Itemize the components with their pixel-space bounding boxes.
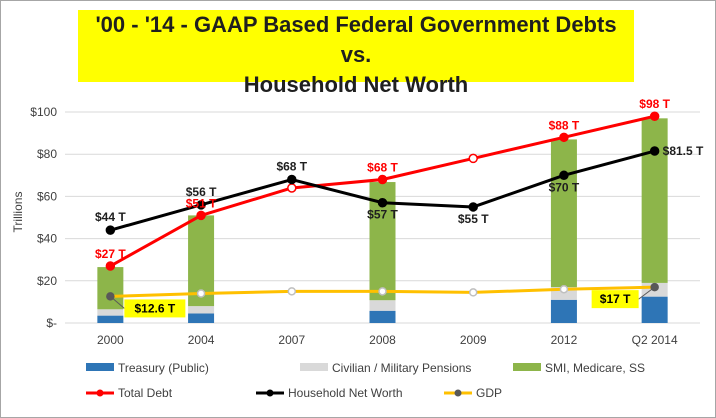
x-tick-label: Q2 2014 [632,333,678,347]
callout-text-0: $12.6 T [135,301,176,315]
legend-label-3: Total Debt [118,386,173,400]
data-label-1-5: $70 T [549,180,580,194]
data-label-1-4: $55 T [458,212,489,226]
series-point-0-5 [559,132,569,143]
series-point-1-0 [105,225,116,235]
bar-0-3 [369,310,396,323]
legend-label-1: Civilian / Military Pensions [332,361,471,375]
bar-2-5 [550,139,577,288]
y-tick-label: $40 [37,232,57,246]
series-point-1-5 [559,170,569,181]
legend-label-2: SMI, Medicare, SS [545,361,645,375]
bar-2-6 [641,118,668,283]
callout-text-1: $17 T [600,292,631,306]
data-label-1-3: $57 T [367,208,398,222]
y-tick-label: $100 [30,105,57,119]
data-label-0-6: $98 T [639,97,670,111]
callout-box-1 [591,290,639,309]
x-axis-ticks: 2000 2004 2007 2008 2009 2012 Q2 2014 [97,333,678,347]
chart-title-line-1: '00 - '14 - GAAP Based Federal Governmen… [95,12,617,67]
legend-label-5: GDP [476,386,502,400]
data-labels: $27 T $51 T $68 T $88 T $98 T $44 T $56 T $68 T… [95,97,704,261]
series-point-0-4 [468,153,478,164]
series-point-2-2 [287,287,297,296]
data-label-0-3: $68 T [367,161,398,175]
series-point-2-4 [468,288,478,297]
data-label-0-0: $27 T [95,247,126,261]
chart-title-line-2: Household Net Worth [243,72,469,97]
series-point-0-3 [377,174,388,185]
legend-label-4: Household Net Worth [288,386,403,400]
line-series [105,111,660,301]
y-tick-label: $60 [37,189,57,203]
y-axis-ticks: $- $20 $40 $60 $80 $100 [30,105,57,330]
series-point-2-3 [378,287,387,296]
y-tick-label: $- [46,316,57,330]
y-tick-label: $80 [37,147,57,161]
data-label-1-1: $56 T [186,185,217,199]
series-point-2-5 [559,284,569,294]
x-tick-label: 2007 [278,333,305,347]
bar-1-0 [97,309,124,316]
x-tick-label: 2004 [188,333,215,347]
legend-label-0: Treasury (Public) [118,361,209,375]
bar-0-0 [97,315,124,323]
y-axis-label: Trillions [11,192,25,233]
callouts: $12.6 T $17 T [110,286,655,318]
bar-0-1 [188,313,215,323]
series-point-1-6 [649,146,660,156]
bar-1-3 [369,300,396,311]
legend-swatch-2 [513,363,541,371]
x-tick-label: 2008 [369,333,396,347]
series-point-1-2 [287,174,297,185]
series-point-1-3 [377,197,388,208]
legend-swatch-0 [86,363,114,371]
bar-2-0 [97,267,124,310]
series-point-0-2 [287,183,297,193]
series-point-0-6 [649,111,660,121]
series-point-2-1 [196,289,206,298]
chart-title-box: '00 - '14 - GAAP Based Federal Governmen… [78,10,634,97]
y-tick-label: $20 [37,274,57,288]
bar-0-6 [641,296,668,323]
bar-0-5 [550,299,577,323]
legend-swatch-1 [300,363,328,371]
series-point-0-1 [196,210,206,221]
x-tick-label: 2009 [460,333,487,347]
data-label-0-1: $51 T [186,196,217,210]
data-label-1-2: $68 T [276,160,307,174]
data-label-0-5: $88 T [549,118,580,132]
data-label-1-6: $81.5 T [663,144,704,158]
callout-box-0 [124,299,186,318]
x-tick-label: 2000 [97,333,124,347]
x-tick-label: 2012 [551,333,578,347]
series-point-1-4 [468,202,478,212]
legend-marker-3 [96,389,104,397]
legend-marker-4 [266,389,274,397]
series-point-0-0 [105,261,116,271]
series-point-1-1 [196,200,206,210]
bar-1-1 [188,306,215,314]
data-label-1-0: $44 T [95,210,126,224]
callout-leader-0 [110,296,125,309]
bar-series [97,118,668,323]
legend-marker-5 [454,389,462,397]
legend: Treasury (Public) Civilian / Military Pen… [86,361,645,400]
callout-leader-1 [638,286,655,300]
